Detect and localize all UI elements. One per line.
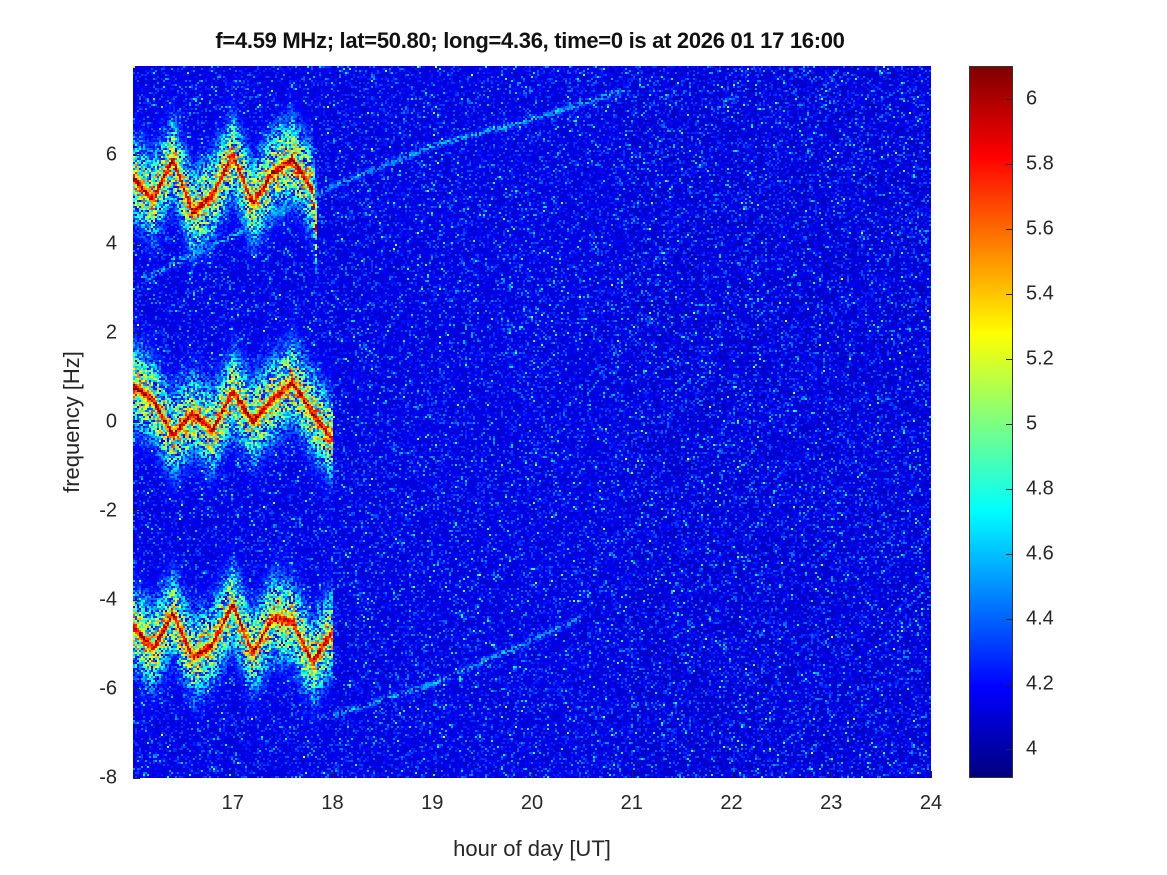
x-tick-mark [731, 771, 733, 778]
colorbar-tick-mark [1006, 98, 1012, 100]
colorbar-tick-label: 6 [1026, 87, 1038, 109]
chart-title: f=4.59 MHz; lat=50.80; long=4.36, time=0… [215, 28, 845, 53]
x-tick-label: 18 [321, 792, 344, 814]
y-tick-mark [133, 600, 140, 601]
colorbar-tick-mark [1006, 163, 1012, 165]
colorbar-tick-mark [1006, 423, 1012, 425]
colorbar-tick-mark [1006, 293, 1012, 295]
y-tick-mark [133, 155, 140, 156]
colorbar-tick-mark [1006, 488, 1012, 490]
x-tick-mark [532, 771, 533, 778]
colorbar-tick-label: 5 [1026, 412, 1038, 435]
y-axis-label: frequency [Hz] [59, 351, 84, 493]
colorbar-tick-label: 5.2 [1026, 347, 1054, 370]
y-tick-label: -6 [99, 677, 117, 700]
x-tick-mark [432, 771, 434, 778]
colorbar-tick-mark [1006, 228, 1012, 230]
colorbar-tick-label: 5.8 [1026, 152, 1054, 175]
y-tick-mark [133, 689, 140, 690]
y-tick-mark [133, 422, 140, 423]
x-tick-label: 17 [221, 792, 244, 814]
colorbar-tick-mark [1006, 618, 1012, 620]
colorbar-tick-mark [1006, 358, 1012, 360]
y-tick-label: -4 [99, 588, 117, 611]
colorbar-tick-mark [1006, 683, 1012, 685]
x-tick-label: 20 [520, 792, 544, 814]
colorbar-tick-label: 4.6 [1026, 542, 1054, 565]
colorbar-tick-label: 4.4 [1026, 607, 1054, 630]
y-tick-mark [133, 333, 140, 334]
x-tick-label: 21 [620, 792, 643, 814]
x-tick-label: 19 [421, 792, 444, 814]
x-tick-mark [332, 771, 334, 778]
y-tick-label: -8 [99, 766, 117, 789]
colorbar-tick-label: 4 [1026, 737, 1038, 760]
colorbar-tick-label: 4.2 [1026, 672, 1054, 695]
colorbar-tick-label: 5.6 [1026, 217, 1054, 240]
y-tick-mark [133, 511, 140, 512]
y-tick-label: 0 [105, 410, 117, 433]
colorbar-tick-label: 4.8 [1026, 477, 1054, 500]
y-tick-mark [133, 244, 140, 245]
x-tick-mark [232, 771, 234, 778]
colorbar [969, 66, 1013, 778]
x-tick-label: 22 [720, 792, 743, 814]
x-tick-mark [831, 771, 833, 778]
y-tick-label: -2 [99, 499, 117, 522]
x-axis-label: hour of day [UT] [453, 836, 611, 861]
x-tick-label: 24 [919, 792, 943, 814]
colorbar-tick-mark [1006, 553, 1012, 555]
colorbar-tick-label: 5.4 [1026, 282, 1054, 305]
x-tick-mark [931, 771, 932, 778]
y-tick-mark [133, 778, 140, 779]
y-tick-label: 6 [105, 143, 117, 166]
x-tick-label: 23 [820, 792, 843, 814]
x-tick-mark [631, 771, 633, 778]
colorbar-tick-mark [1006, 748, 1012, 750]
y-tick-label: 2 [105, 321, 117, 344]
y-tick-label: 4 [105, 232, 117, 255]
spectrogram-heatmap [133, 66, 931, 778]
